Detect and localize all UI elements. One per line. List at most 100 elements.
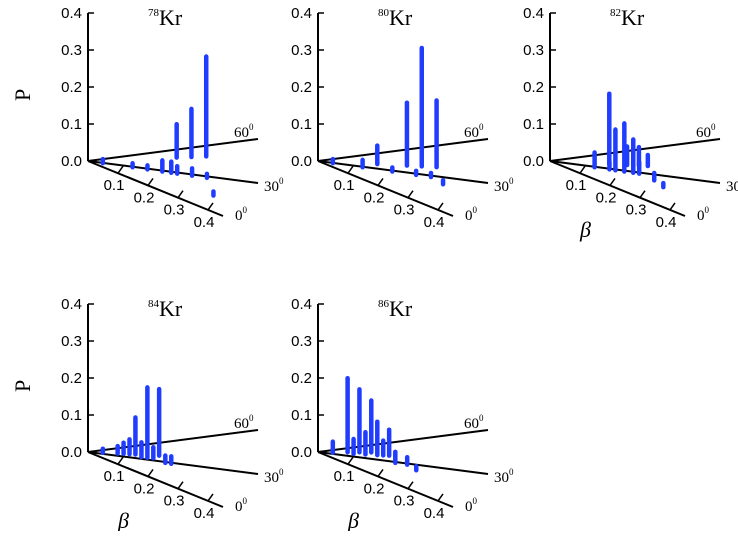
gamma-label: 00 — [235, 496, 248, 515]
gamma-label-value: 60 — [464, 125, 479, 141]
gamma-label-unit: 0 — [509, 176, 514, 186]
panel-title: 84Kr — [148, 296, 183, 321]
beta-tick — [177, 481, 184, 490]
gamma-label-unit: 0 — [473, 205, 478, 215]
gamma-label-value: 30 — [264, 470, 279, 486]
beta-tick-label: 0.2 — [134, 189, 155, 206]
gamma-label-value: 0 — [697, 208, 705, 224]
z-tick-label: 0.0 — [291, 153, 312, 170]
panel-title: 80Kr — [378, 5, 413, 30]
panel-title: 82Kr — [610, 5, 645, 30]
gamma-60-line — [87, 429, 259, 453]
gamma-label: 00 — [465, 205, 478, 224]
gamma-label-value: 60 — [234, 416, 249, 432]
gamma-label: 300 — [264, 176, 284, 195]
gamma-label: 300 — [494, 176, 514, 195]
beta-tick — [177, 190, 184, 199]
beta-tick-label: 0.4 — [656, 214, 677, 231]
z-tick-label: 0.1 — [291, 407, 312, 424]
beta-tick-label: 0.4 — [194, 505, 215, 522]
z-tick-label: 0.0 — [523, 153, 544, 170]
beta-tick — [117, 456, 124, 465]
z-tick-label: 0.0 — [61, 444, 82, 461]
x-axis-label: β — [117, 508, 129, 531]
gamma-label-unit: 0 — [243, 205, 248, 215]
title-mass-number: 82 — [610, 7, 621, 19]
gamma-label-value: 30 — [726, 179, 738, 195]
beta-tick — [147, 178, 154, 186]
gamma-label: 600 — [464, 413, 484, 432]
gamma-label-unit: 0 — [279, 467, 284, 477]
gamma-label-unit: 0 — [711, 122, 716, 132]
beta-tick — [437, 202, 444, 211]
beta-tick-label: 0.1 — [334, 177, 355, 194]
gamma-label-unit: 0 — [279, 176, 284, 186]
x-axis-label: β — [347, 508, 359, 531]
title-element: Kr — [159, 296, 183, 321]
gamma-label-unit: 0 — [509, 467, 514, 477]
beta-tick — [579, 165, 586, 174]
title-mass-number: 80 — [378, 7, 390, 19]
z-tick-label: 0.0 — [61, 153, 82, 170]
gamma-label-value: 0 — [465, 208, 473, 224]
z-tick-label: 0.0 — [291, 444, 312, 461]
title-element: Kr — [389, 5, 413, 30]
gamma-60-line — [317, 429, 489, 453]
gamma-label-value: 30 — [264, 179, 279, 195]
beta-tick-label: 0.2 — [596, 189, 617, 206]
gamma-30-line — [317, 451, 489, 475]
beta-tick-label: 0.2 — [134, 480, 155, 497]
gamma-label-unit: 0 — [249, 122, 254, 132]
beta-tick — [147, 469, 154, 477]
beta-tick — [347, 456, 354, 465]
z-tick-label: 0.1 — [61, 116, 82, 133]
beta-tick-label: 0.2 — [364, 480, 385, 497]
z-tick-label: 0.1 — [523, 116, 544, 133]
gamma-label-value: 60 — [696, 125, 711, 141]
z-tick-label: 0.3 — [61, 333, 82, 350]
panel-kr82: 0.00.10.20.30.40.10.20.30.40030060082Krβ — [523, 5, 738, 242]
gamma-label: 300 — [264, 467, 284, 486]
beta-tick — [207, 493, 214, 502]
z-tick-label: 0.2 — [61, 370, 82, 387]
beta-axis — [317, 160, 454, 217]
beta-tick-label: 0.3 — [164, 493, 185, 510]
beta-tick — [117, 165, 124, 174]
title-mass-number: 86 — [378, 298, 390, 310]
beta-tick — [609, 178, 616, 186]
z-tick-label: 0.4 — [61, 296, 82, 313]
z-tick-label: 0.4 — [61, 5, 82, 22]
gamma-label-value: 60 — [464, 416, 479, 432]
gamma-label-unit: 0 — [243, 496, 248, 506]
beta-tick — [377, 178, 384, 186]
beta-tick-label: 0.3 — [394, 493, 415, 510]
beta-tick-label: 0.1 — [104, 468, 125, 485]
panel-title: 78Kr — [148, 5, 183, 30]
gamma-label: 00 — [697, 205, 710, 224]
beta-tick-label: 0.1 — [334, 468, 355, 485]
gamma-label: 300 — [494, 467, 514, 486]
beta-axis — [87, 160, 224, 217]
beta-axis — [549, 160, 686, 217]
beta-tick-label: 0.4 — [194, 214, 215, 231]
gamma-label: 600 — [234, 413, 254, 432]
title-mass-number: 78 — [148, 7, 160, 19]
beta-tick-label: 0.1 — [104, 177, 125, 194]
z-tick-label: 0.4 — [291, 296, 312, 313]
beta-tick — [377, 469, 384, 477]
panel-title: 86Kr — [378, 296, 413, 321]
title-mass-number: 84 — [148, 298, 160, 310]
z-tick-label: 0.3 — [291, 333, 312, 350]
gamma-label: 600 — [696, 122, 716, 141]
z-tick-label: 0.4 — [523, 5, 544, 22]
panel-kr84: 0.00.10.20.30.40.10.20.30.4 0030060084KrP… — [10, 296, 284, 533]
gamma-label-unit: 0 — [479, 413, 484, 423]
gamma-label-value: 0 — [235, 208, 243, 224]
beta-tick — [437, 493, 444, 502]
z-tick-label: 0.2 — [523, 79, 544, 96]
z-tick-label: 0.1 — [291, 116, 312, 133]
